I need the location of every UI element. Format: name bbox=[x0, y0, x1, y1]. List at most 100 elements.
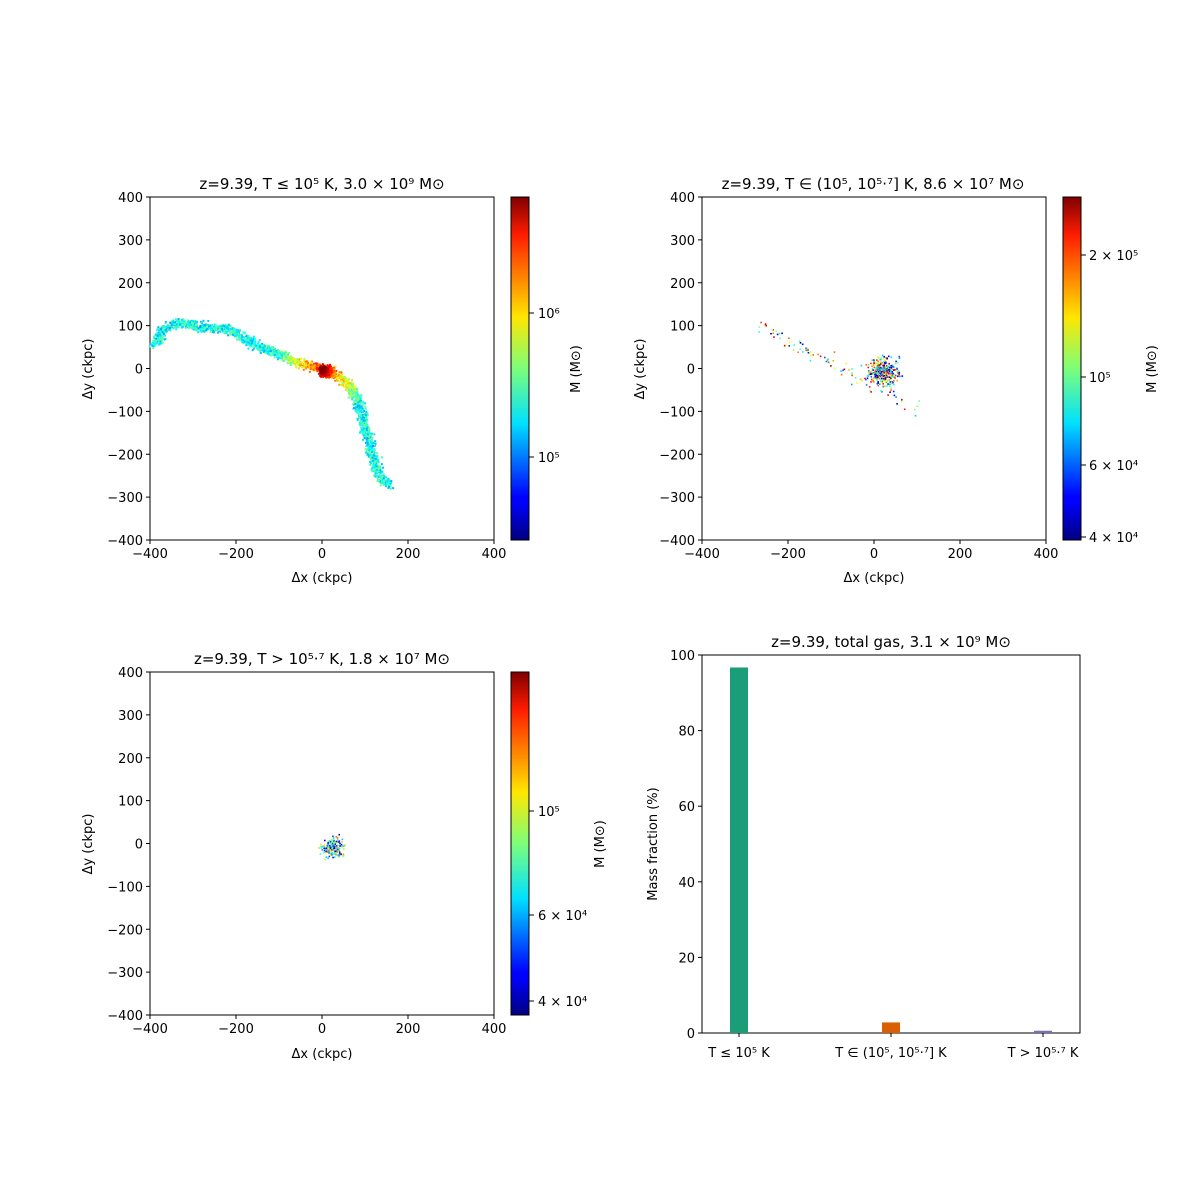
map-cell bbox=[369, 458, 372, 461]
map-cell bbox=[195, 321, 198, 323]
map-cell bbox=[202, 330, 205, 333]
map-cell bbox=[202, 319, 205, 322]
map-cell bbox=[258, 344, 261, 347]
map-cell bbox=[764, 323, 767, 325]
map-cell bbox=[360, 418, 363, 421]
map-cell bbox=[298, 358, 301, 361]
map-cell bbox=[335, 849, 338, 851]
map-cell bbox=[354, 389, 357, 392]
map-cell bbox=[879, 383, 881, 385]
map-cell bbox=[381, 479, 383, 482]
map-cell bbox=[876, 362, 878, 365]
map-cell bbox=[327, 840, 330, 842]
map-cell bbox=[893, 383, 895, 386]
map-cell bbox=[313, 364, 316, 367]
y-tick-label: 80 bbox=[678, 725, 695, 740]
map-cell bbox=[254, 345, 257, 348]
map-cell bbox=[885, 366, 888, 369]
map-cell bbox=[153, 340, 156, 343]
map-cell bbox=[356, 393, 359, 396]
map-cell bbox=[329, 363, 331, 366]
map-cell bbox=[286, 362, 289, 365]
map-cell bbox=[237, 332, 240, 335]
plot-area bbox=[701, 654, 1081, 1034]
map-cell bbox=[876, 378, 878, 381]
map-cell bbox=[249, 336, 252, 339]
map-cell bbox=[373, 454, 376, 457]
map-cell bbox=[889, 381, 892, 383]
map-cell bbox=[371, 467, 374, 469]
map-cell bbox=[885, 368, 887, 371]
map-cell bbox=[880, 371, 882, 373]
map-cell bbox=[280, 357, 283, 360]
map-cell bbox=[172, 321, 175, 324]
heatmap-cold bbox=[148, 318, 395, 490]
map-cell bbox=[890, 383, 892, 385]
map-cell bbox=[337, 847, 339, 849]
map-cell bbox=[885, 381, 888, 384]
map-cell bbox=[361, 426, 364, 429]
map-cell bbox=[348, 389, 351, 392]
map-cell bbox=[202, 325, 205, 328]
map-cell bbox=[252, 337, 255, 340]
map-cell bbox=[308, 363, 311, 366]
map-cell bbox=[368, 447, 371, 450]
y-tick-label: 300 bbox=[670, 234, 695, 249]
map-cell bbox=[230, 330, 233, 332]
map-cell bbox=[342, 848, 345, 851]
map-cell bbox=[348, 384, 351, 387]
map-cell bbox=[202, 324, 205, 326]
map-cell bbox=[373, 462, 376, 465]
map-cell bbox=[354, 410, 357, 413]
map-cell bbox=[356, 394, 359, 397]
map-cell bbox=[318, 363, 321, 366]
map-cell bbox=[225, 326, 228, 328]
map-cell bbox=[287, 357, 290, 360]
map-cell bbox=[251, 349, 254, 352]
map-cell bbox=[878, 376, 880, 379]
map-cell bbox=[387, 485, 390, 488]
y-tick-label: −300 bbox=[107, 966, 143, 981]
map-cell bbox=[326, 364, 329, 367]
map-cell bbox=[379, 484, 382, 487]
x-tick-label: 0 bbox=[870, 547, 878, 562]
x-tick-label: −200 bbox=[218, 1022, 254, 1037]
map-cell bbox=[901, 375, 904, 377]
map-cell bbox=[371, 469, 373, 472]
map-cell bbox=[247, 341, 250, 344]
map-cell bbox=[881, 391, 883, 393]
map-cell bbox=[916, 405, 919, 407]
map-cell bbox=[894, 377, 896, 379]
map-cell bbox=[869, 389, 871, 392]
axes-bar: T ≤ 10⁵ K T ∈ (10⁵, 10⁵·⁷] K T > 10⁵·⁷ K 0 2… bbox=[670, 649, 1079, 1061]
map-cell bbox=[340, 853, 342, 856]
map-cell bbox=[314, 368, 317, 371]
map-cell bbox=[271, 351, 274, 353]
map-cell bbox=[309, 360, 312, 363]
map-cell bbox=[903, 408, 906, 411]
map-cell bbox=[288, 351, 291, 354]
map-cell bbox=[319, 853, 322, 855]
map-cell bbox=[880, 362, 883, 364]
map-cell bbox=[178, 320, 181, 323]
map-cell bbox=[259, 352, 262, 354]
map-cell bbox=[348, 391, 351, 394]
map-cell bbox=[772, 332, 774, 335]
map-cell bbox=[260, 344, 263, 346]
map-cell bbox=[369, 436, 372, 439]
colorbar-ticks: 10⁶ 10⁵ bbox=[529, 307, 560, 466]
map-cell bbox=[300, 362, 303, 365]
map-cell bbox=[872, 380, 874, 382]
panel-cold-gas: z=9.39, T ≤ 10⁵ K, 3.0 × 10⁹ M⊙ −400 −200… bbox=[81, 175, 584, 586]
map-cell bbox=[157, 336, 159, 339]
map-cell bbox=[361, 431, 364, 434]
map-cell bbox=[885, 365, 887, 368]
y-axis-label: Δy (ckpc) bbox=[81, 339, 96, 400]
colorbar bbox=[510, 196, 530, 541]
map-cell bbox=[373, 452, 376, 455]
map-cell bbox=[167, 325, 170, 328]
map-cell bbox=[332, 847, 334, 850]
map-cell bbox=[213, 323, 216, 326]
y-tick-label: 200 bbox=[670, 277, 695, 292]
map-cell bbox=[883, 373, 886, 375]
